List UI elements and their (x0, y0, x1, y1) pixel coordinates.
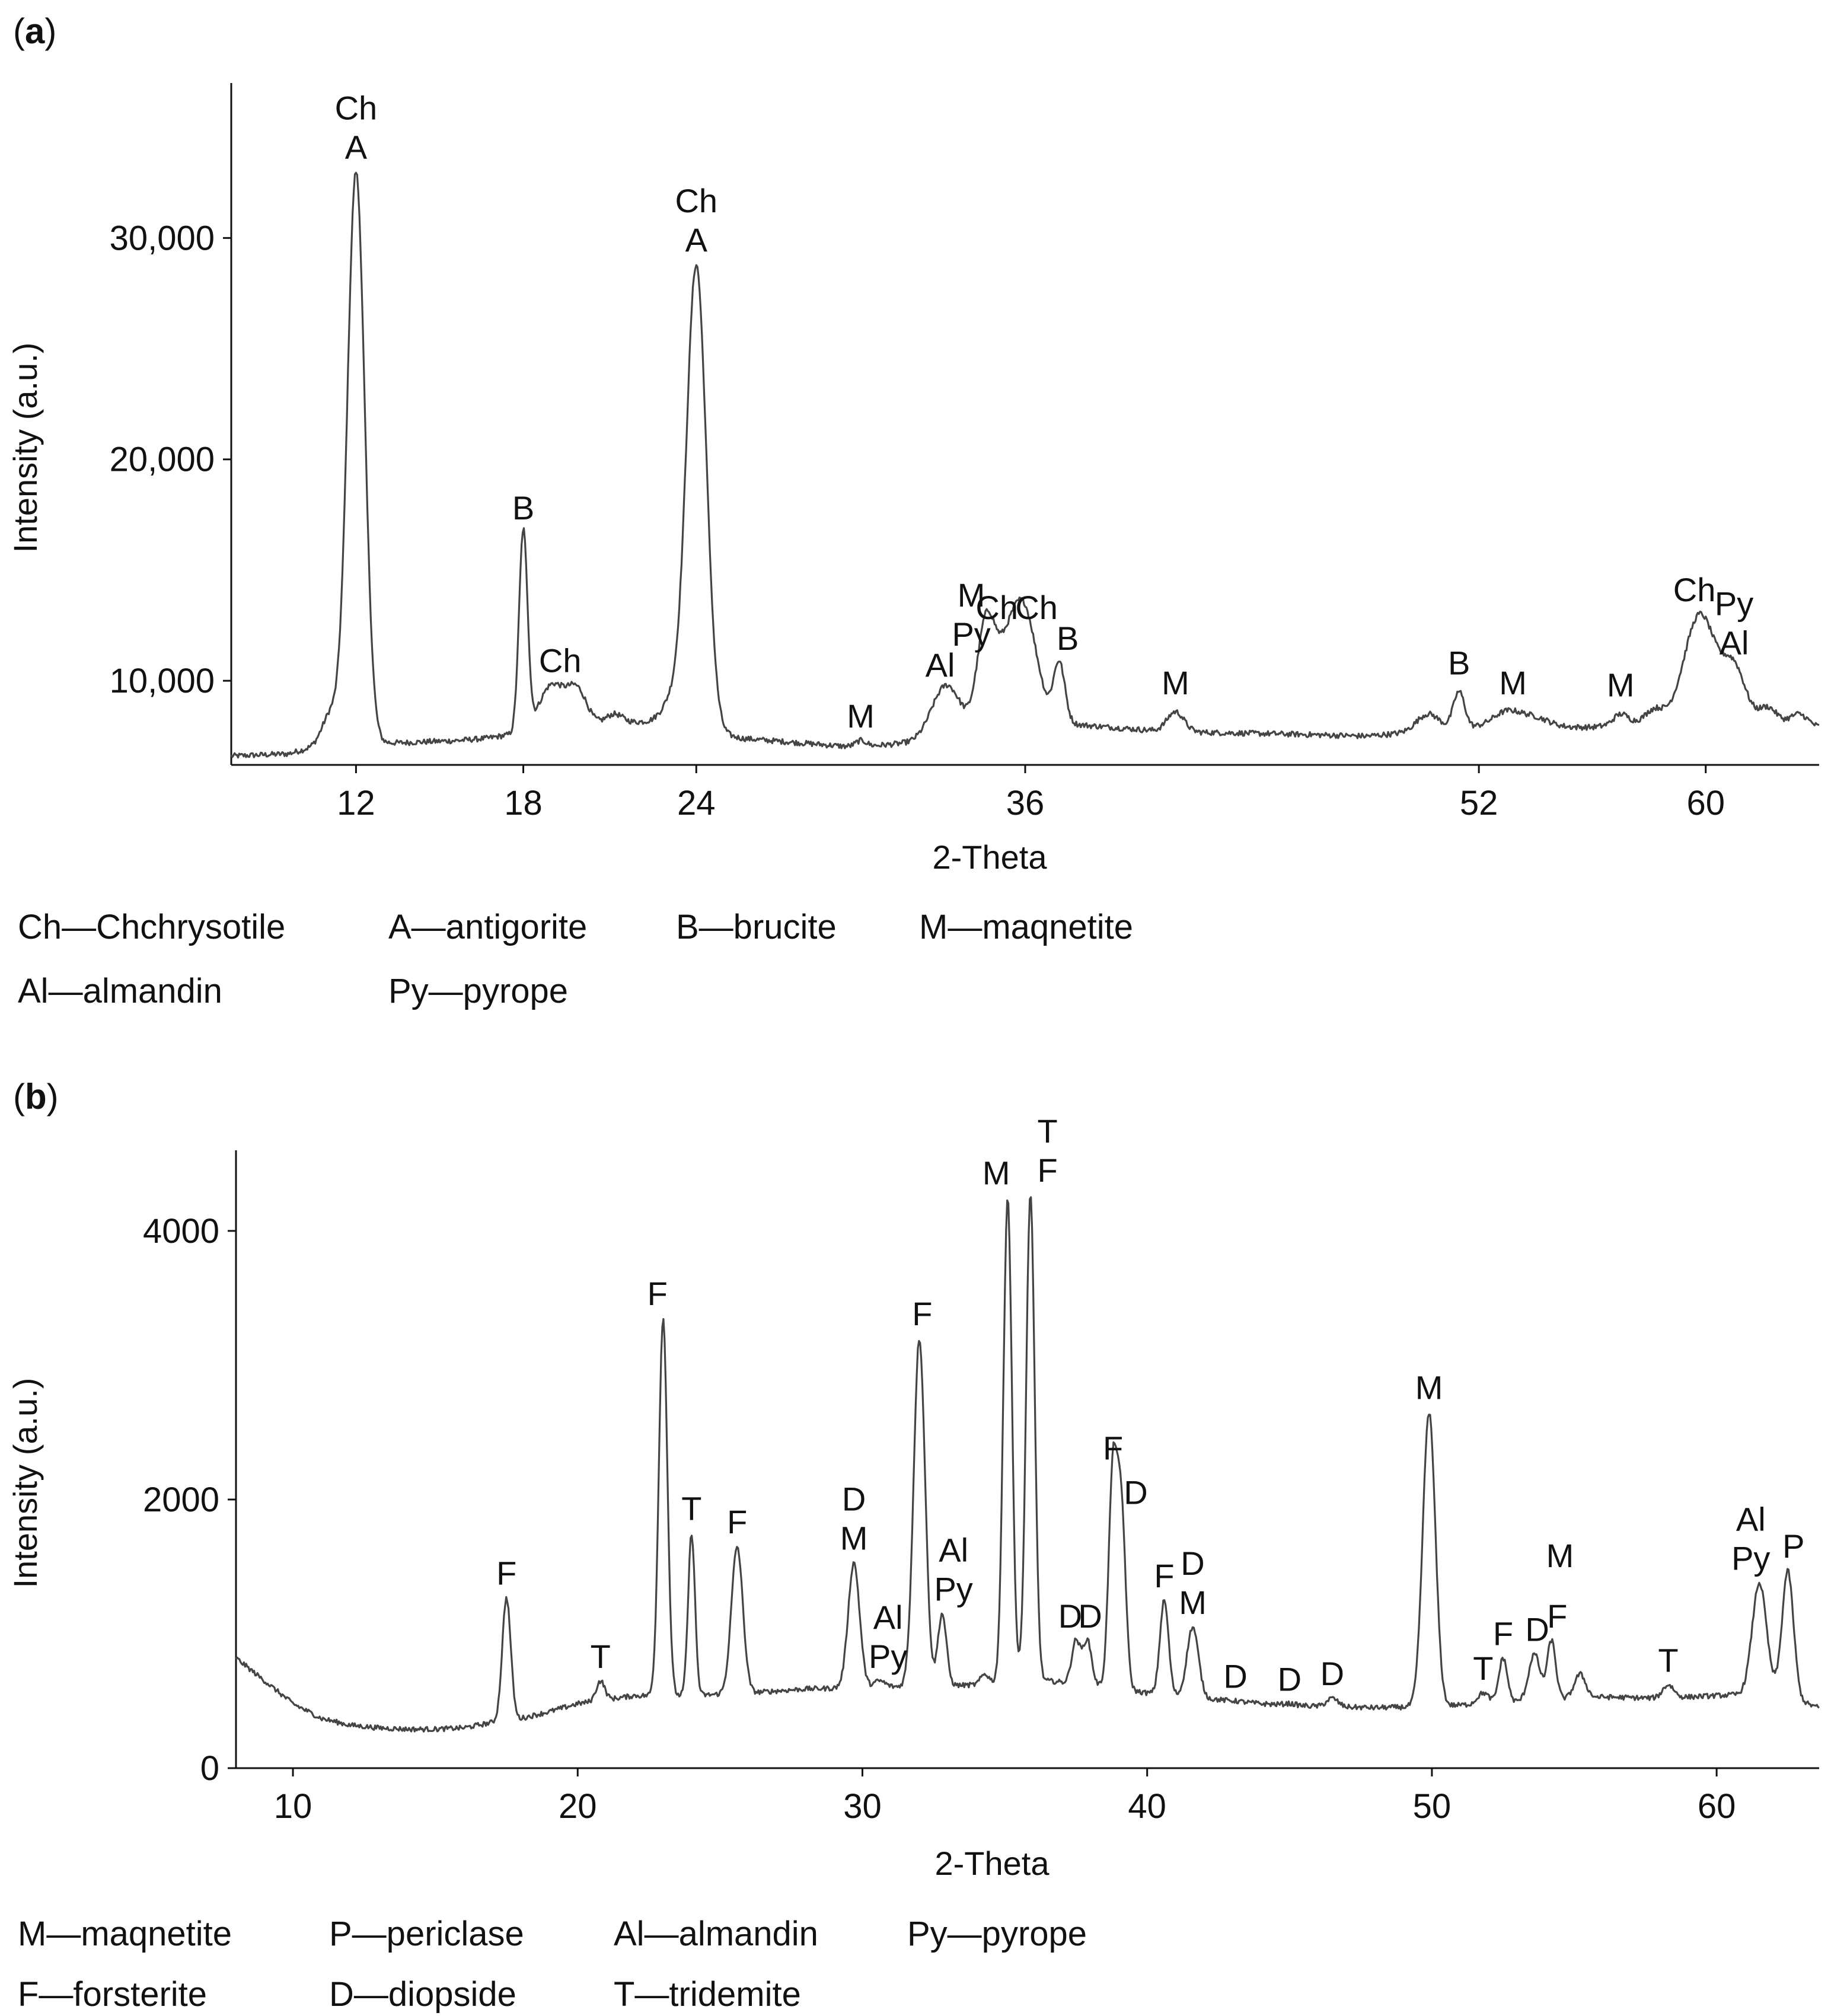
panel-b-peak-label: Py (1731, 1539, 1770, 1577)
panel-b-peak-label: T (1038, 1112, 1058, 1150)
panel-b-peak-label: F (647, 1275, 668, 1312)
legend-a-item-py: Py—pyrope (388, 972, 569, 1010)
panel-b-peak-label: T (681, 1490, 701, 1527)
panel-a-peak-label: Ch (335, 89, 378, 126)
panel-b-peak-label: D (1124, 1473, 1147, 1511)
panel-a-peak-label: B (1057, 620, 1079, 657)
panel-a-x-tick-label: 60 (1686, 784, 1725, 822)
panel-b-peak-label: T (1473, 1650, 1493, 1687)
panel-b-peak-label: D (1320, 1655, 1344, 1692)
panel-a-x-tick-label: 18 (504, 784, 543, 822)
panel-a-peak-label: Py (952, 615, 990, 653)
panel-a-peak-label: Ch (675, 182, 717, 219)
panel-b-peak-label: P (1782, 1527, 1804, 1565)
panel-b-peak-label: F (727, 1503, 747, 1540)
panel-b-x-axis-title: 2-Theta (935, 1845, 1050, 1882)
panel-a-x-tick-label: 12 (337, 784, 375, 822)
panel-b-peak-label: D (1078, 1597, 1102, 1635)
panel-b-peak-label: M (1179, 1584, 1207, 1621)
panel-b-peak-label: D (1223, 1658, 1247, 1695)
legend-a-item-ch: Ch—Chchrysotile (18, 908, 286, 946)
panel-a-peak-label: M (847, 697, 875, 735)
panel-a-peak-label: M (1607, 666, 1635, 704)
panel-a-x-tick-label: 24 (677, 784, 716, 822)
legend-b-item-py: Py—pyrope (907, 1915, 1087, 1953)
panel-b-peak-label: D (842, 1480, 866, 1517)
panel-a-peak-label: A (685, 221, 708, 259)
panel-a-peak-label: M (1162, 664, 1189, 701)
panel-b-y-axis-title: Intensity (a.u.) (7, 1378, 44, 1588)
panel-b-peak-label: Al (939, 1532, 968, 1569)
panel-b-diffraction-trace (235, 1196, 1820, 1733)
panel-a-y-tick-label: 10,000 (110, 662, 215, 700)
panel-b-y-tick-label: 4000 (143, 1212, 219, 1251)
panel-b-peak-label: F (1103, 1430, 1123, 1467)
panel-b-peak-label: Al (873, 1599, 903, 1636)
panel-b-peak-label: M (840, 1519, 868, 1556)
legend-a-item-b: B—brucite (676, 908, 837, 946)
panel-b-x-tick-label: 60 (1698, 1787, 1736, 1826)
panel-a-peak-label: Al (926, 646, 955, 684)
legend-b-item-f: F—forsterite (18, 1975, 208, 2014)
panel-b-peak-label: F (496, 1554, 516, 1591)
panel-a-peak-label: Ch (1015, 589, 1058, 626)
panel-b-peak-label: M (1415, 1369, 1443, 1406)
panel-a-peak-label: M (1499, 664, 1527, 701)
panel-b-peak-label: Py (869, 1638, 907, 1675)
panel-b-peak-label: M (983, 1154, 1010, 1191)
panel-a-peak-label: B (1448, 644, 1470, 681)
panel-a-diffraction-trace (230, 171, 1820, 759)
panel-b-peak-label: M (1546, 1537, 1574, 1574)
panel-b-peak-label: F (912, 1295, 932, 1332)
panel-b-peak-label: F (1038, 1151, 1058, 1189)
panel-b-peak-label: T (1658, 1642, 1678, 1679)
panel-b-peak-label: Al (1736, 1500, 1766, 1537)
panel-b-y-tick-label: 2000 (143, 1481, 219, 1519)
panel-a-peak-label: Al (1720, 624, 1749, 662)
panel-b-x-tick-label: 30 (843, 1787, 882, 1826)
panel-b-peak-label: F (1547, 1597, 1567, 1635)
legend-b-item-al: Al—almandin (614, 1915, 818, 1953)
panel-a-y-tick-label: 20,000 (110, 441, 215, 479)
panel-b-label: (b) (13, 1077, 59, 1117)
legend-b-item-d: D—diopside (329, 1975, 516, 2014)
panel-a-peak-label: Py (1715, 585, 1753, 623)
legend-b-item-p: P—periclase (329, 1915, 524, 1953)
panel-b-peak-label: Py (934, 1571, 972, 1608)
panel-a-peak-label: Ch (975, 589, 1018, 626)
panel-a-y-tick-label: 30,000 (110, 219, 215, 257)
panel-a-x-tick-label: 36 (1006, 784, 1045, 822)
panel-b-peak-label: D (1181, 1545, 1204, 1582)
panel-a-label: (a) (13, 11, 57, 51)
panel-a-peak-label: A (345, 128, 368, 165)
legend-a-item-m: M—maqnetite (919, 908, 1134, 946)
panel-b-x-tick-label: 40 (1128, 1787, 1166, 1826)
panel-b-peak-label: T (591, 1638, 611, 1675)
panel-b-x-tick-label: 20 (559, 1787, 597, 1826)
legend-b-item-m: M—maqnetite (18, 1915, 232, 1953)
panel-b-peak-label: D (1525, 1610, 1549, 1648)
legend-b-item-t: T—tridemite (614, 1975, 801, 2014)
legend-a-item-al: Al—almandin (18, 972, 222, 1010)
panel-b-peak-label: F (1154, 1557, 1174, 1594)
panel-a-peak-label: Ch (1673, 571, 1716, 608)
panel-a-peak-label: B (512, 489, 534, 527)
panel-b-peak-label: F (1493, 1615, 1513, 1652)
panel-a-x-tick-label: 52 (1460, 784, 1498, 822)
panel-b-x-tick-label: 10 (274, 1787, 312, 1826)
panel-a-y-axis-title: Intensity (a.u.) (7, 343, 44, 553)
legend-a-item-a: A—antigorite (388, 908, 588, 946)
panel-b-y-tick-label: 0 (200, 1749, 219, 1788)
panel-a-x-axis-title: 2-Theta (933, 838, 1048, 876)
panel-b-peak-label: D (1058, 1597, 1082, 1635)
panel-b-peak-label: D (1278, 1660, 1302, 1698)
panel-a-peak-label: Ch (539, 642, 582, 680)
panel-a-peak-label: M (958, 576, 985, 614)
panel-b-x-tick-label: 50 (1413, 1787, 1452, 1826)
